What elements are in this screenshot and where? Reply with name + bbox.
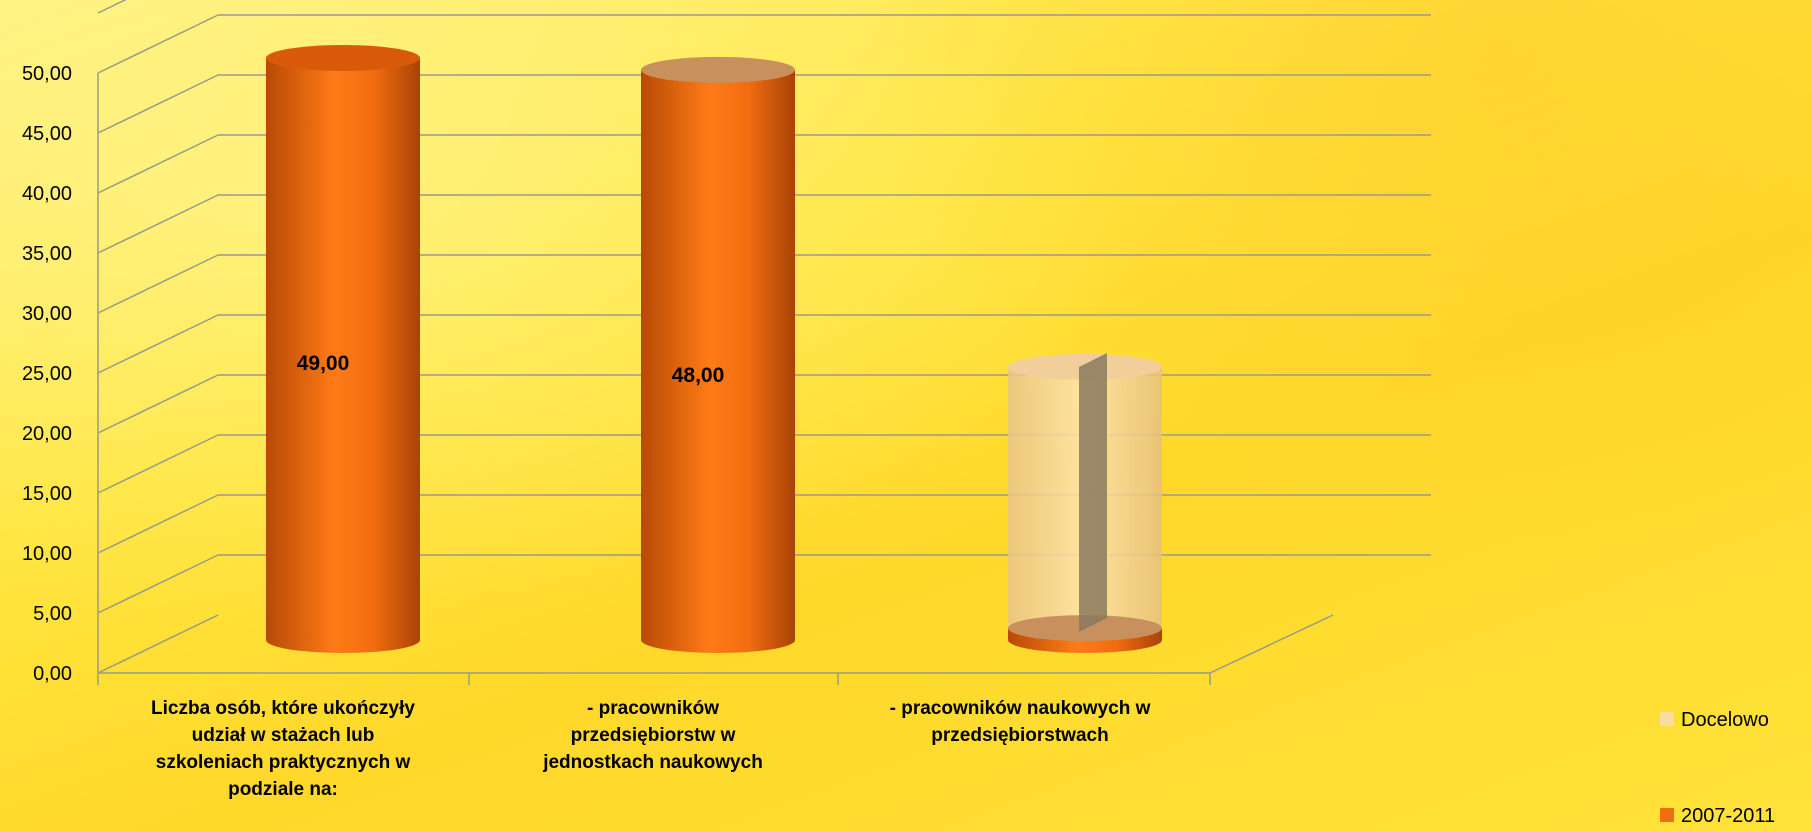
grid-depth-line: [97, 194, 219, 254]
grid-depth-line: [97, 494, 219, 554]
grid-depth-line: [97, 554, 219, 614]
grid-depth-line: [97, 254, 219, 314]
cylinder-body: [266, 58, 420, 653]
grid-depth-line: [97, 74, 219, 134]
y-tick-label: 40,00: [22, 183, 72, 205]
cylinder-top: [266, 45, 420, 71]
y-tick-label: 0,00: [33, 663, 72, 685]
bar-2007-2011: [266, 45, 420, 653]
y-tick-label: 30,00: [22, 303, 72, 325]
grid-depth-line: [97, 0, 127, 14]
cylinder-top: [641, 56, 795, 83]
x-category-label: - pracowników naukowych w przedsiębiorstw…: [890, 698, 1151, 746]
y-tick-label: 50,00: [22, 63, 72, 85]
bars: [266, 45, 1162, 653]
x-category-label: - pracowników przedsiębiorstw w jednostkac…: [542, 698, 763, 773]
legend: Docelowo 2007-2011: [1660, 709, 1775, 827]
grid-depth-line: [97, 434, 219, 494]
grid-depth-line: [97, 314, 219, 374]
cylinder-body: [641, 69, 795, 653]
legend-label: Docelowo: [1681, 709, 1769, 731]
y-tick-label: 10,00: [22, 543, 72, 565]
grid-depth-line: [97, 614, 219, 674]
y-tick-label: 20,00: [22, 423, 72, 445]
floor-depth-line: [1209, 614, 1334, 674]
data-label: 49,00: [297, 352, 350, 375]
y-tick-label: 15,00: [22, 483, 72, 505]
depth-wall-segment: [1079, 353, 1107, 632]
y-tick-label: 45,00: [22, 123, 72, 145]
legend-swatch: [1660, 808, 1674, 822]
grid-depth-line: [97, 374, 219, 434]
y-tick-label: 35,00: [22, 243, 72, 265]
y-tick-label: 5,00: [33, 603, 72, 625]
grid-depth-line: [97, 134, 219, 194]
legend-swatch: [1660, 712, 1674, 726]
labels: 49,00 48,00 Liczba osób, które ukończyły ud…: [151, 352, 1151, 800]
bar-2007-2011: [641, 56, 795, 653]
y-tick-label: 25,00: [22, 363, 72, 385]
axes: 0,00 5,00 10,00 15,00 20,00 25,00 30,00 35,00 40…: [22, 0, 1431, 685]
data-label: 48,00: [672, 364, 725, 387]
grid-depth-line: [97, 14, 219, 74]
x-category-label: Liczba osób, które ukończyły udział w sta…: [151, 698, 415, 800]
legend-label: 2007-2011: [1681, 805, 1775, 827]
